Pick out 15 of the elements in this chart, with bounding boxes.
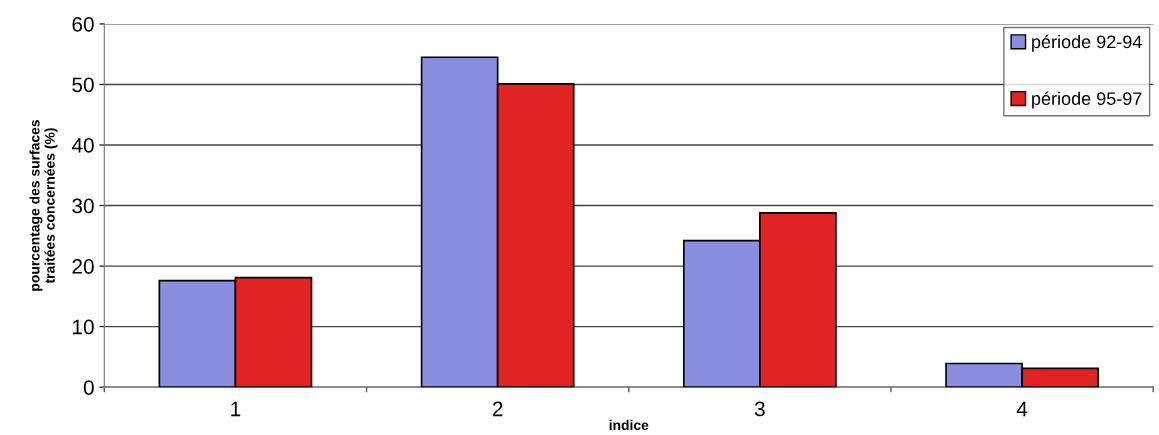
y-tick-label: 0: [83, 380, 94, 395]
y-tick-label: 30: [72, 198, 94, 214]
y-tick-label: 40: [71, 138, 94, 153]
y-tick-label: 50: [72, 77, 94, 93]
x-tick-label: 3: [754, 401, 765, 417]
y-tick-label: 20: [72, 259, 94, 274]
y-tick-label: 10: [73, 319, 94, 335]
x-tick-label: 4: [1016, 401, 1028, 417]
x-tick-label: 2: [492, 401, 503, 417]
x-tick-label: 1: [231, 401, 241, 417]
x-axis-title: indice: [609, 419, 649, 431]
y-tick-label: 60: [72, 16, 94, 32]
y-axis-title: pourcentage des surfaces traitées concernées (%): [29, 120, 58, 291]
legend-label: période 92-94: [1032, 34, 1142, 52]
legend-label: période 95-97: [1032, 91, 1142, 109]
